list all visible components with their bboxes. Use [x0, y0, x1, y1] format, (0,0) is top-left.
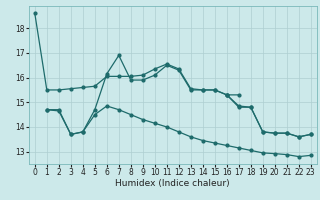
X-axis label: Humidex (Indice chaleur): Humidex (Indice chaleur)	[116, 179, 230, 188]
